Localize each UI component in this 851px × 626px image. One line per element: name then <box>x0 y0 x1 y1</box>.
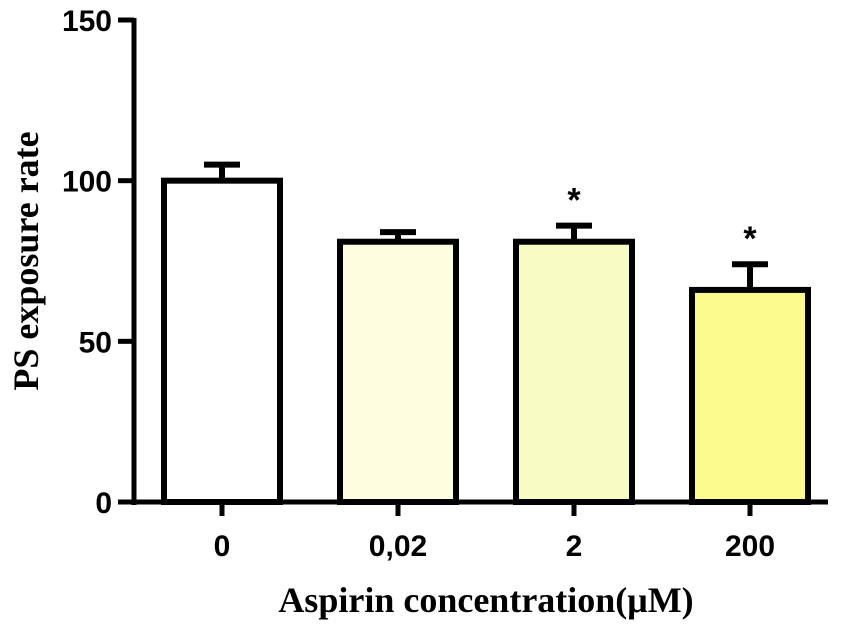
x-axis-title: Aspirin concentration(μM) <box>278 580 693 620</box>
bar-3 <box>689 286 811 506</box>
bar-0 <box>161 177 283 506</box>
y-tick-label-3: 150 <box>62 5 112 38</box>
y-tick-label-0: 0 <box>95 487 112 520</box>
significance-marker-3: * <box>743 220 757 258</box>
significance-marker-2: * <box>567 182 581 220</box>
y-axis-title: PS exposure rate <box>6 131 46 390</box>
bars-layer: ** <box>161 161 811 506</box>
x-tick-label-1: 0,02 <box>369 530 427 563</box>
y-tick-label-2: 100 <box>62 166 112 199</box>
y-tick-label-1: 50 <box>79 326 112 359</box>
x-tick-label-3: 200 <box>725 530 775 563</box>
axes-layer: 0 0,02 2 200 0 50 100 150 <box>62 5 828 563</box>
bar-2 <box>513 238 635 505</box>
bar-1 <box>337 238 459 505</box>
x-tick-label-0: 0 <box>214 530 231 563</box>
x-tick-label-2: 2 <box>566 530 583 563</box>
